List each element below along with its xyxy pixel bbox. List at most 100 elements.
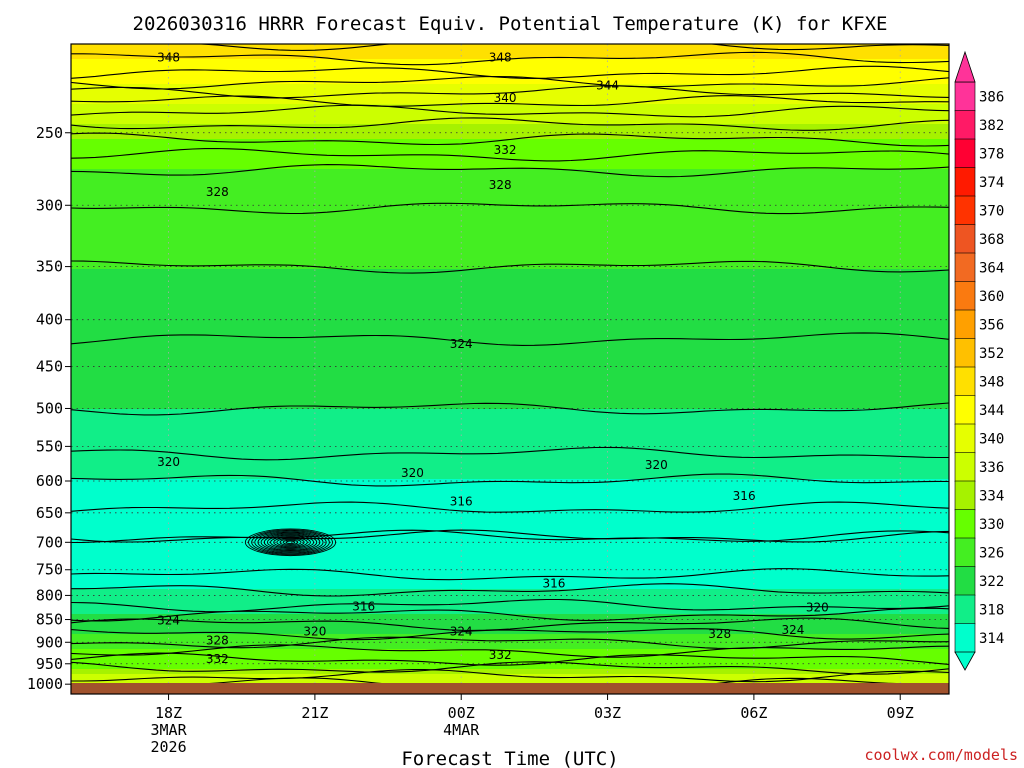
contour-label-text: 316 [450,495,473,509]
y-tick-label: 500 [36,399,63,417]
fill-band [71,319,949,325]
contour-label: 320 [157,455,180,469]
contour-label-text: 340 [494,91,517,105]
fill-band [71,144,949,150]
fill-band [71,364,949,370]
colorbar-label: 374 [979,175,1004,191]
x-tick-label: 2026 [150,738,186,756]
colorbar-label: 326 [979,545,1004,561]
fill-band [71,679,949,685]
fill-band [71,334,949,340]
fill-band [71,654,949,660]
y-tick-label: 750 [36,561,63,579]
fill-band [71,374,949,380]
fill-band [71,594,949,600]
contour-line [71,661,949,675]
colorbar-label: 370 [979,203,1004,219]
y-tick-label: 900 [36,633,63,651]
fill-band [71,344,949,350]
fill-band [71,159,949,165]
fill-band [71,44,949,50]
colorbar-label: 360 [979,289,1004,305]
contour-label-text: 332 [494,143,517,157]
fill-band [71,94,949,100]
contour-loop [285,540,296,544]
contour-label-text: 320 [806,601,829,615]
fill-band [71,564,949,570]
theta-e-fill-bands [71,44,949,694]
colorbar-cell [954,509,976,539]
contour-label-text: 328 [708,627,731,641]
fill-band [71,79,949,85]
fill-band [71,404,949,410]
colorbar-label: 348 [979,374,1004,390]
colorbar-cell [954,338,976,368]
contour-loop [251,530,330,555]
contour-loop [282,539,299,545]
fill-band [71,244,949,250]
fill-band [71,449,949,455]
y-tick-label: 450 [36,358,63,376]
fill-band [71,279,949,285]
fill-band [71,99,949,105]
colorbar-cell [954,366,976,397]
fill-band [71,634,949,640]
fill-band [71,639,949,645]
colorbar-label: 318 [979,602,1004,618]
contour-line [71,617,949,631]
fill-band [71,89,949,95]
contour-label: 348 [157,51,180,65]
contour-line [71,117,949,131]
contour-line [71,644,949,658]
contour-label: 328 [489,178,512,192]
x-axis-label: Forecast Time (UTC) [401,748,618,768]
chart-title: 2026030316 HRRR Forecast Equiv. Potentia… [133,13,888,35]
fill-band [71,204,949,210]
fill-band [71,299,949,305]
colorbar-label: 378 [979,146,1004,162]
colorbar-label: 364 [979,260,1004,276]
contour-line [71,568,949,581]
contour-line [71,132,949,147]
contour-line [74,44,949,51]
fill-band [71,589,949,595]
fill-band [71,469,949,475]
fill-band [71,239,949,245]
fill-band [71,219,949,225]
contour-loop [248,529,333,556]
colorbar-cell [954,167,976,197]
fill-band [71,149,949,155]
fill-band [71,199,949,205]
x-tick-label: 21Z [301,704,328,722]
fill-band [71,489,949,495]
contour-label-text: 348 [157,51,180,65]
fill-band [71,604,949,610]
contour-label: 316 [733,489,756,503]
contour-line [71,446,949,461]
contour-loop [263,534,318,551]
contour-label-text: 332 [206,652,229,666]
contour-line [71,65,949,79]
contour-line [71,628,949,641]
fill-band [71,569,949,575]
fill-band [71,384,949,390]
fill-band [71,234,949,240]
x-tick-label: 3MAR [150,721,187,739]
contour-line [71,636,949,650]
fill-band [71,359,949,365]
fill-band [71,614,949,620]
contour-label: 332 [494,143,517,157]
fill-band [71,324,949,330]
fill-band [71,464,949,470]
fill-band [71,349,949,355]
contour-label-text: 320 [645,458,668,472]
colorbar-label: 386 [979,89,1004,105]
fill-band [71,259,949,265]
surface-strip [71,683,949,694]
contour-label: 316 [352,600,375,614]
contour-label: 340 [494,91,517,105]
fill-band [71,609,949,615]
fill-band [71,169,949,175]
contour-label-text: 348 [489,51,512,65]
